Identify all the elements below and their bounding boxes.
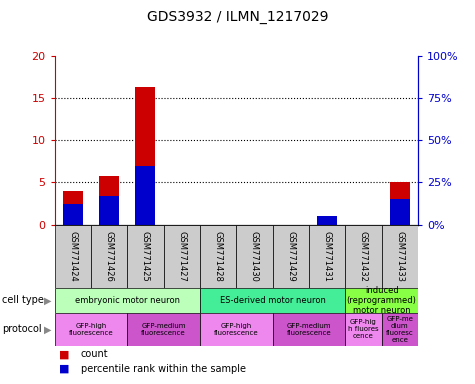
Text: GSM771433: GSM771433 <box>395 231 404 282</box>
Bar <box>345 313 381 346</box>
Bar <box>127 225 163 288</box>
Text: ■: ■ <box>59 349 70 359</box>
Text: GSM771429: GSM771429 <box>286 231 295 282</box>
Bar <box>317 216 337 225</box>
Text: GFP-high
fluorescence: GFP-high fluorescence <box>69 323 113 336</box>
Bar <box>99 196 119 225</box>
Text: GSM771425: GSM771425 <box>141 231 150 282</box>
Text: embryonic motor neuron: embryonic motor neuron <box>75 296 180 305</box>
Bar <box>200 288 345 313</box>
Text: GSM771427: GSM771427 <box>177 231 186 282</box>
Bar <box>309 225 345 288</box>
Bar <box>63 204 83 225</box>
Text: GFP-hig
h fluores
cence: GFP-hig h fluores cence <box>348 319 379 339</box>
Text: GFP-medium
fluorescence: GFP-medium fluorescence <box>142 323 186 336</box>
Text: GSM771431: GSM771431 <box>323 231 332 282</box>
Bar <box>381 225 418 288</box>
Text: GSM771428: GSM771428 <box>214 231 223 282</box>
Bar <box>55 225 91 288</box>
Bar <box>135 87 155 225</box>
Bar <box>163 225 200 288</box>
Bar <box>55 288 200 313</box>
Text: ES-derived motor neuron: ES-derived motor neuron <box>220 296 325 305</box>
Bar <box>63 191 83 225</box>
Bar <box>127 313 200 346</box>
Bar <box>273 313 345 346</box>
Bar <box>91 225 127 288</box>
Bar <box>200 313 273 346</box>
Text: GFP-medium
fluorescence: GFP-medium fluorescence <box>287 323 331 336</box>
Bar <box>390 182 410 225</box>
Text: GSM771424: GSM771424 <box>68 231 77 282</box>
Bar <box>55 313 127 346</box>
Bar <box>345 225 381 288</box>
Text: ▶: ▶ <box>44 295 51 306</box>
Text: GFP-me
dium
fluoresc
ence: GFP-me dium fluoresc ence <box>386 316 414 343</box>
Bar <box>237 225 273 288</box>
Text: cell type: cell type <box>2 295 44 306</box>
Bar <box>200 225 237 288</box>
Text: GFP-high
fluorescence: GFP-high fluorescence <box>214 323 258 336</box>
Text: GSM771430: GSM771430 <box>250 231 259 282</box>
Bar <box>135 166 155 225</box>
Text: induced
(reprogrammed)
motor neuron: induced (reprogrammed) motor neuron <box>347 286 417 315</box>
Bar <box>317 216 337 225</box>
Text: ▶: ▶ <box>44 324 51 334</box>
Text: GDS3932 / ILMN_1217029: GDS3932 / ILMN_1217029 <box>147 10 328 23</box>
Bar <box>273 225 309 288</box>
Text: percentile rank within the sample: percentile rank within the sample <box>81 364 246 374</box>
Bar <box>99 177 119 225</box>
Bar <box>345 288 418 313</box>
Bar <box>381 313 418 346</box>
Text: count: count <box>81 349 108 359</box>
Text: GSM771432: GSM771432 <box>359 231 368 282</box>
Text: GSM771426: GSM771426 <box>104 231 114 282</box>
Text: protocol: protocol <box>2 324 42 334</box>
Text: ■: ■ <box>59 364 70 374</box>
Bar <box>390 199 410 225</box>
